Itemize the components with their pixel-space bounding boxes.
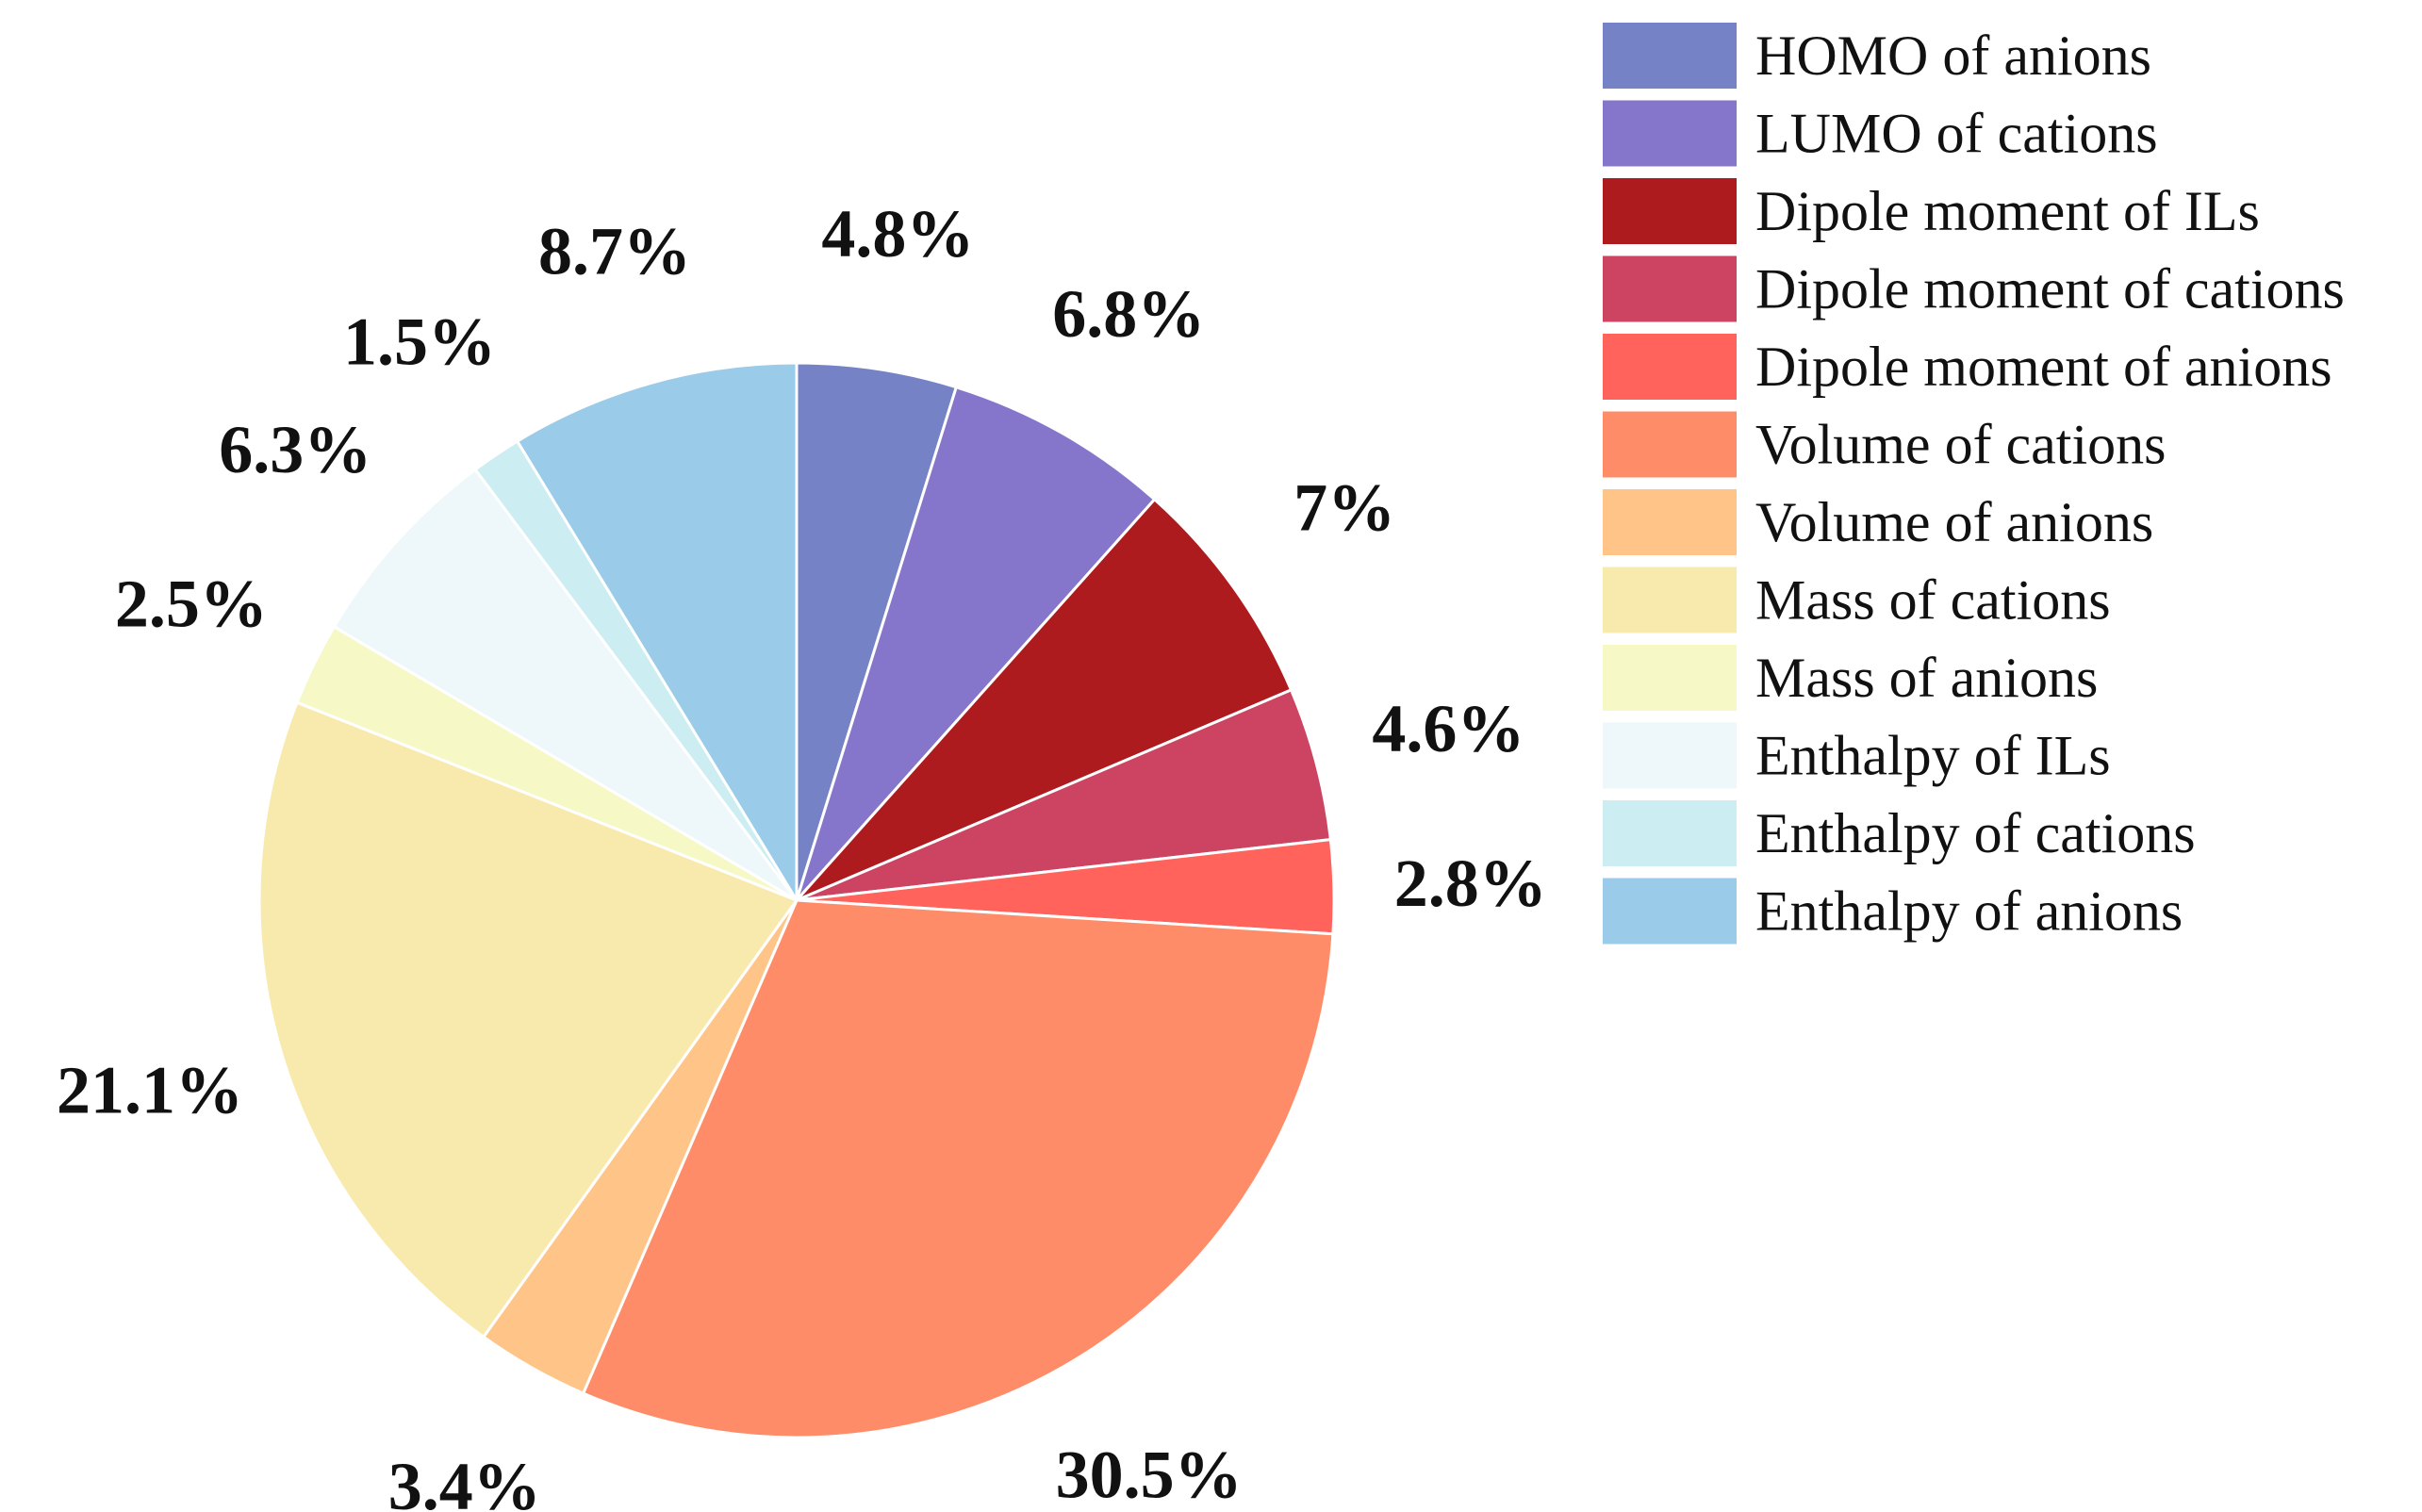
legend-item-lumo-of-cations: LUMO of cations	[1603, 100, 2158, 167]
pie-percent-labels: 4.8% 6.8% 7% 4.6% 2.8% 30.5% 3.4% 21.1% 2.5% 6.3%…	[57, 196, 1547, 1512]
legend-label: Dipole moment of cations	[1755, 258, 2345, 320]
pie-label-enthalpy-of-cations: 1.5%	[343, 304, 496, 379]
legend-swatch	[1603, 722, 1737, 789]
pie-label-mass-of-cations: 21.1%	[57, 1053, 243, 1128]
legend-swatch	[1603, 23, 1737, 89]
legend-item-dipole-moment-of-ils: Dipole moment of ILs	[1603, 178, 2260, 244]
pie-slices	[257, 361, 1336, 1439]
legend-label: LUMO of cations	[1755, 103, 2158, 165]
legend-item-mass-of-cations: Mass of cations	[1603, 567, 2111, 633]
legend-swatch	[1603, 878, 1737, 945]
legend-label: Mass of anions	[1755, 647, 2098, 709]
legend-label: Volume of anions	[1755, 491, 2153, 553]
pie-slice-volume-of-cations	[582, 898, 1335, 1439]
legend-swatch	[1603, 100, 1737, 167]
legend-label: Dipole moment of ILs	[1755, 180, 2260, 242]
legend-item-enthalpy-of-ils: Enthalpy of ILs	[1603, 722, 2111, 789]
pie-label-enthalpy-of-ils: 6.3%	[219, 412, 371, 487]
legend-item-enthalpy-of-anions: Enthalpy of anions	[1603, 878, 2183, 945]
legend-item-mass-of-anions: Mass of anions	[1603, 645, 2098, 711]
legend-swatch	[1603, 489, 1737, 555]
legend-label: Dipole moment of anions	[1755, 336, 2332, 398]
pie-slice-enthalpy-of-anions	[516, 361, 799, 902]
pie-slice-dipole-moment-of-ils	[795, 498, 1293, 902]
pie-label-volume-of-cations: 30.5%	[1056, 1438, 1243, 1512]
pie-slice-dipole-moment-of-cations	[795, 688, 1332, 902]
pie-slice-mass-of-cations	[257, 700, 799, 1339]
pie-label-dipole-moment-of-ils: 7%	[1293, 469, 1395, 545]
legend-swatch	[1603, 567, 1737, 633]
pie-slice-lumo-of-cations	[795, 386, 1157, 902]
legend-swatch	[1603, 800, 1737, 866]
legend-label: Mass of cations	[1755, 569, 2111, 632]
legend-swatch	[1603, 645, 1737, 711]
legend-item-homo-of-anions: HOMO of anions	[1603, 23, 2151, 89]
legend-item-enthalpy-of-cations: Enthalpy of cations	[1603, 800, 2196, 866]
pie-label-enthalpy-of-anions: 8.7%	[538, 214, 691, 289]
pie-slice-homo-of-anions	[795, 361, 958, 902]
legend-swatch	[1603, 411, 1737, 478]
legend-item-dipole-moment-of-anions: Dipole moment of anions	[1603, 334, 2332, 400]
legend-label: HOMO of anions	[1755, 25, 2151, 87]
legend-swatch	[1603, 255, 1737, 322]
pie-label-dipole-moment-of-anions: 2.8%	[1394, 846, 1547, 921]
legend-item-dipole-moment-of-cations: Dipole moment of cations	[1603, 255, 2345, 322]
pie-slice-enthalpy-of-ils	[332, 468, 799, 902]
pie-label-volume-of-anions: 3.4%	[388, 1449, 541, 1512]
legend-label: Enthalpy of ILs	[1755, 725, 2111, 787]
legend-label: Volume of cations	[1755, 414, 2167, 476]
legend-swatch	[1603, 334, 1737, 400]
legend-swatch	[1603, 178, 1737, 244]
pie-label-lumo-of-cations: 6.8%	[1052, 276, 1205, 352]
pie-label-homo-of-anions: 4.8%	[821, 196, 974, 271]
pie-label-mass-of-anions: 2.5%	[115, 566, 268, 641]
legend: HOMO of anions LUMO of cations Dipole mome…	[1603, 23, 2345, 945]
legend-label: Enthalpy of cations	[1755, 802, 2196, 864]
legend-item-volume-of-anions: Volume of anions	[1603, 489, 2153, 555]
legend-item-volume-of-cations: Volume of cations	[1603, 411, 2167, 478]
legend-label: Enthalpy of anions	[1755, 880, 2183, 943]
pie-label-dipole-moment-of-cations: 4.6%	[1372, 691, 1524, 766]
